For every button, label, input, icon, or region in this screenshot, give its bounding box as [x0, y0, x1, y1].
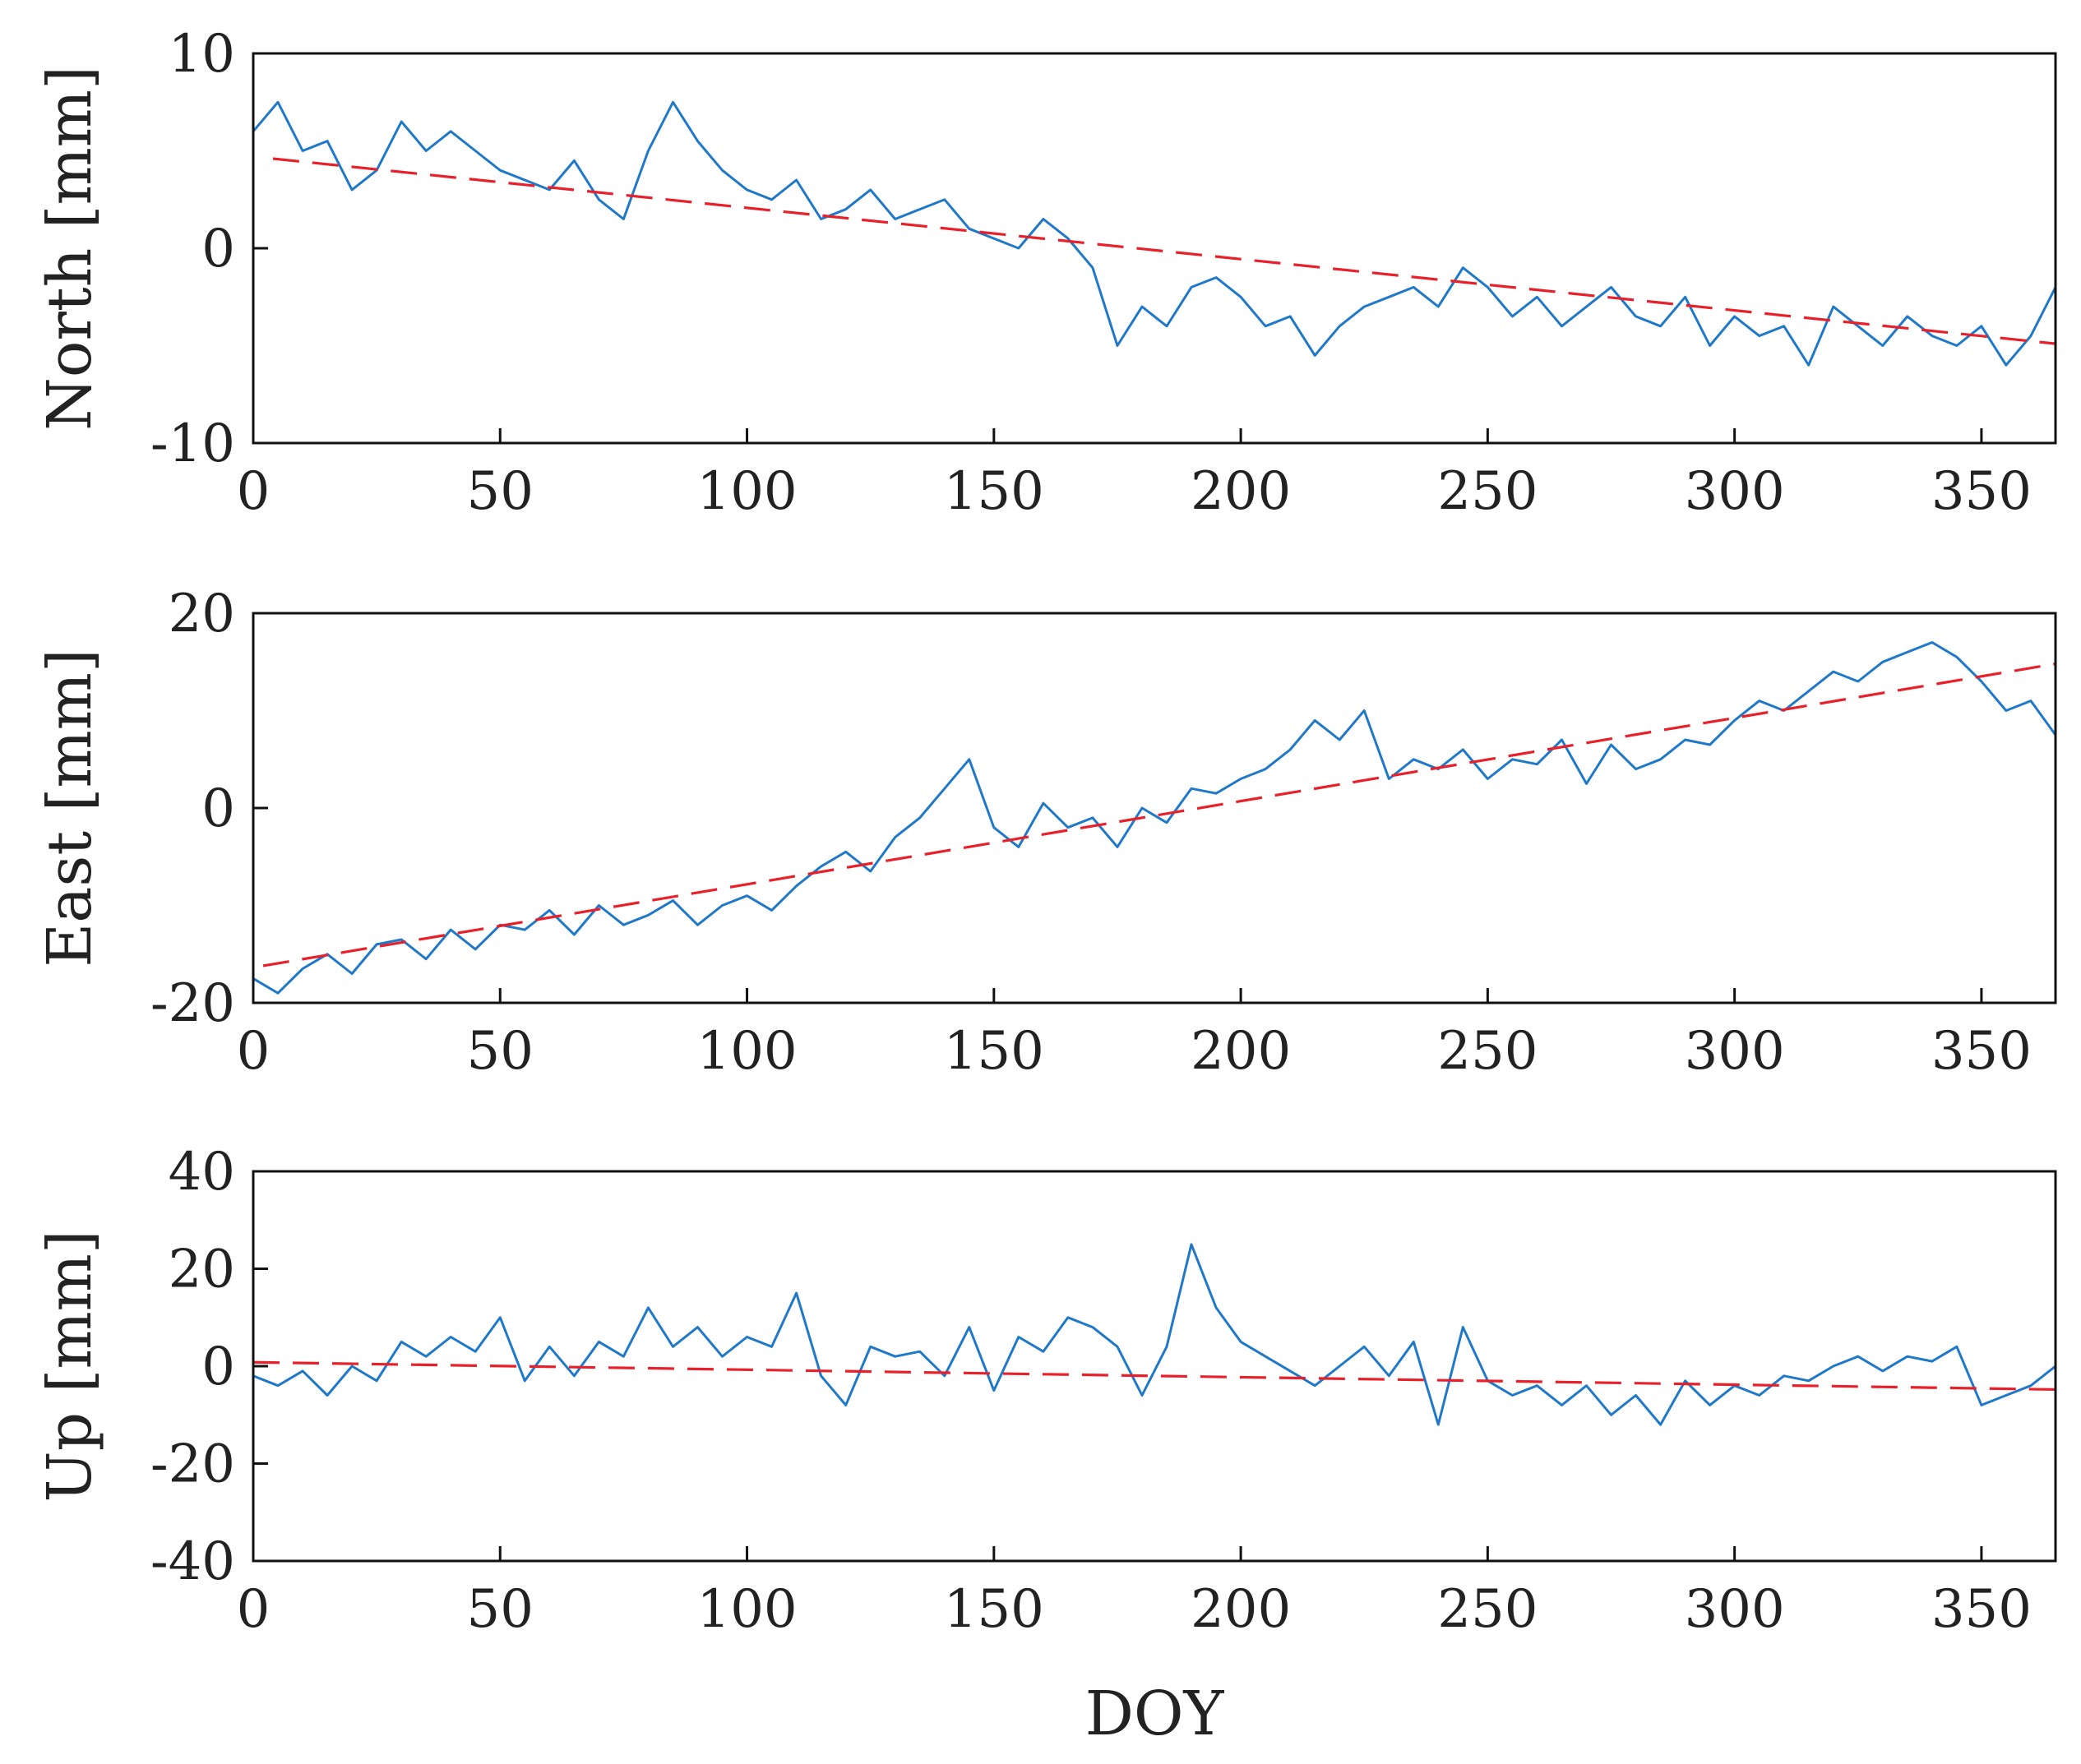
- east-plot-lines: [252, 641, 2057, 995]
- east-x-tick-label-350: 350: [1931, 1021, 2032, 1082]
- up-x-ticks: 0 50 100 150 200 250 300 350: [237, 1546, 2032, 1640]
- north-x-tick-label-0: 0: [237, 461, 271, 522]
- east-y-ticks: -20 0 20: [150, 584, 268, 1034]
- north-x-tick-label-250: 250: [1437, 461, 1538, 522]
- x-axis-label: DOY: [1085, 1679, 1225, 1749]
- east-x-tick-label-250: 250: [1437, 1021, 1538, 1082]
- up-plot-lines: [252, 1243, 2056, 1426]
- up-y-ticks: -40 -20 0 20 40: [150, 1142, 268, 1592]
- panel-north: 0 50 100 150 200 250 300 350 -10 0 10 No…: [35, 24, 2057, 522]
- north-axes-frame: [252, 52, 2057, 445]
- north-y-tick-label-10: 10: [169, 24, 235, 85]
- north-x-tick-label-50: 50: [467, 461, 534, 522]
- east-y-tick-label-20: 20: [169, 584, 235, 644]
- east-x-tick-label-100: 100: [696, 1021, 797, 1082]
- up-x-tick-label-50: 50: [467, 1579, 534, 1640]
- east-trend-line: [262, 663, 2056, 967]
- north-series-line: [252, 100, 2057, 367]
- north-x-tick-label-300: 300: [1685, 461, 1785, 522]
- up-y-tick-label-20: 20: [169, 1240, 235, 1300]
- east-x-tick-label-0: 0: [237, 1021, 271, 1082]
- north-y-tick-label-minus10: -10: [150, 413, 235, 474]
- east-y-tick-label-minus20: -20: [150, 973, 235, 1034]
- north-x-tick-label-350: 350: [1931, 461, 2032, 522]
- east-x-ticks: 0 50 100 150 200 250 300 350: [237, 988, 2032, 1082]
- east-x-tick-label-50: 50: [467, 1021, 534, 1082]
- east-x-tick-label-200: 200: [1191, 1021, 1291, 1082]
- north-plot-lines: [252, 100, 2057, 367]
- up-x-tick-label-350: 350: [1931, 1579, 2032, 1640]
- north-x-tick-label-200: 200: [1191, 461, 1291, 522]
- up-trend-line: [252, 1360, 2056, 1392]
- north-y-ticks: -10 0 10: [150, 24, 268, 474]
- east-series-line: [252, 641, 2057, 995]
- up-x-tick-label-100: 100: [696, 1579, 797, 1640]
- up-series-line: [252, 1243, 2056, 1426]
- up-x-tick-label-250: 250: [1437, 1579, 1538, 1640]
- up-x-tick-label-0: 0: [237, 1579, 271, 1640]
- panel-up: 0 50 100 150 200 250 300 350 -40 -20 0 2…: [35, 1142, 2057, 1749]
- up-x-tick-label-300: 300: [1685, 1579, 1785, 1640]
- east-x-tick-label-300: 300: [1685, 1021, 1785, 1082]
- north-x-ticks: 0 50 100 150 200 250 300 350: [237, 428, 2032, 522]
- up-x-tick-label-150: 150: [944, 1579, 1044, 1640]
- north-x-tick-label-150: 150: [944, 461, 1044, 522]
- up-x-tick-label-200: 200: [1191, 1579, 1291, 1640]
- panel-east: 0 50 100 150 200 250 300 350 -20 0 20 Ea…: [35, 584, 2057, 1082]
- east-y-tick-label-0: 0: [201, 778, 235, 839]
- up-y-tick-label-40: 40: [169, 1142, 235, 1203]
- up-y-tick-label-minus20: -20: [150, 1434, 235, 1495]
- north-x-tick-label-100: 100: [696, 461, 797, 522]
- east-axes-frame: [252, 612, 2057, 1004]
- north-y-tick-label-0: 0: [201, 219, 235, 279]
- up-y-axis-label: Up [mm]: [35, 1230, 105, 1502]
- north-trend-line: [272, 157, 2056, 345]
- up-axes-frame: [252, 1170, 2057, 1563]
- up-y-tick-label-minus40: -40: [150, 1531, 235, 1592]
- up-y-tick-label-0: 0: [201, 1337, 235, 1397]
- east-x-tick-label-150: 150: [944, 1021, 1044, 1082]
- east-y-axis-label: East [mm]: [35, 649, 105, 967]
- north-y-axis-label: North [mm]: [35, 66, 105, 431]
